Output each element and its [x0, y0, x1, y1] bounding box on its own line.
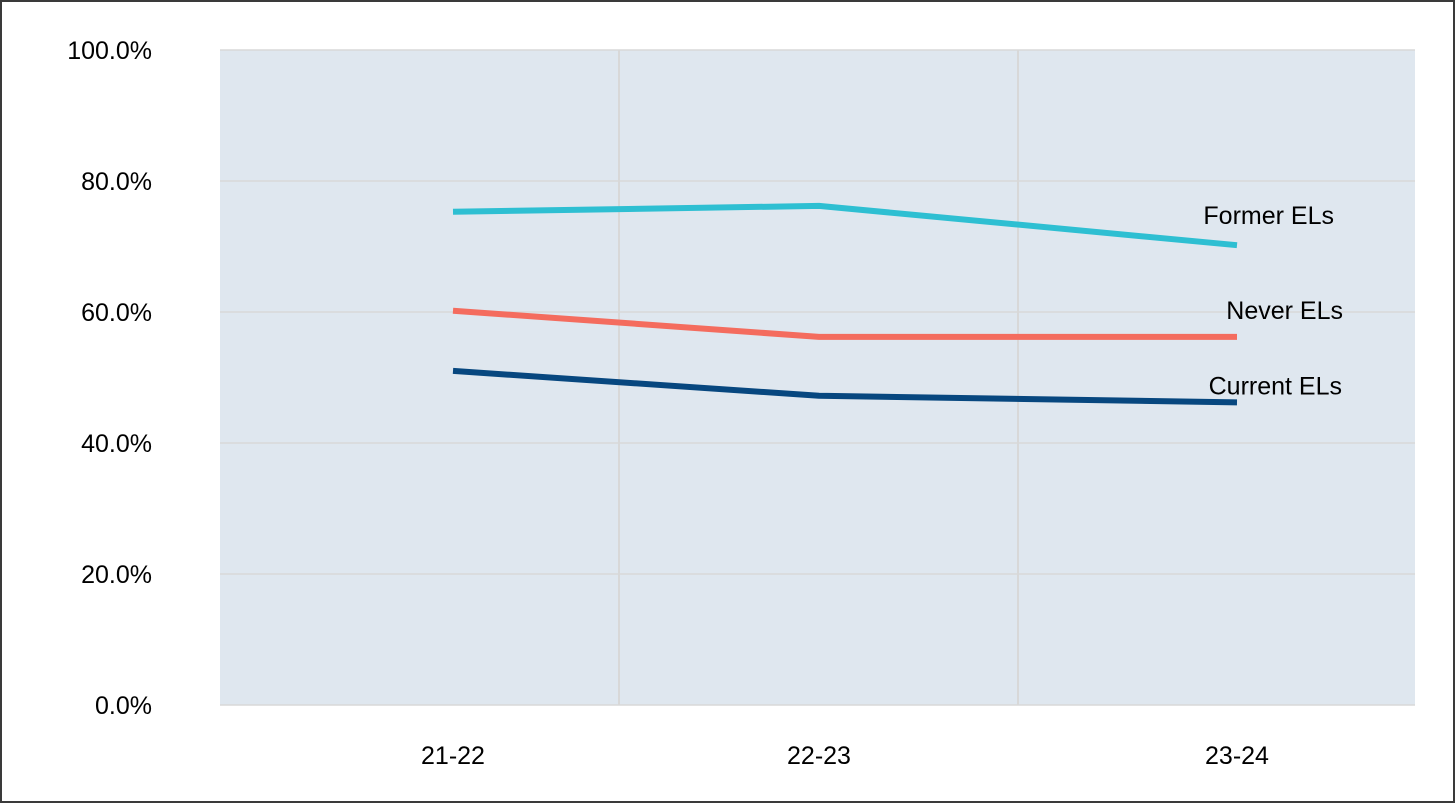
x-axis-tick-labels: 21-22 22-23 23-24: [421, 742, 1269, 770]
series-lines: [452, 202, 1238, 406]
y-tick-label: 20.0%: [81, 561, 152, 589]
series-line: [452, 367, 1238, 406]
x-tick-label: 23-24: [1205, 742, 1269, 770]
series-line: [452, 307, 1237, 340]
y-tick-label: 0.0%: [95, 692, 152, 720]
series-label: Current ELs: [1209, 372, 1342, 400]
x-tick-label: 21-22: [421, 742, 485, 770]
series-label: Former ELs: [1203, 202, 1334, 230]
series-line: [452, 202, 1238, 249]
x-tick-label: 22-23: [787, 742, 851, 770]
gridlines: [220, 49, 1415, 706]
series-labels: Former ELs Never ELs Current ELs: [1203, 202, 1343, 400]
plot-area: [220, 50, 1415, 705]
y-tick-label: 60.0%: [81, 299, 152, 327]
y-tick-label: 100.0%: [67, 37, 152, 65]
y-tick-label: 40.0%: [81, 430, 152, 458]
y-tick-label: 80.0%: [81, 168, 152, 196]
y-axis-tick-labels: 0.0% 20.0% 40.0% 60.0% 80.0% 100.0%: [67, 37, 152, 720]
series-label: Never ELs: [1226, 297, 1343, 325]
